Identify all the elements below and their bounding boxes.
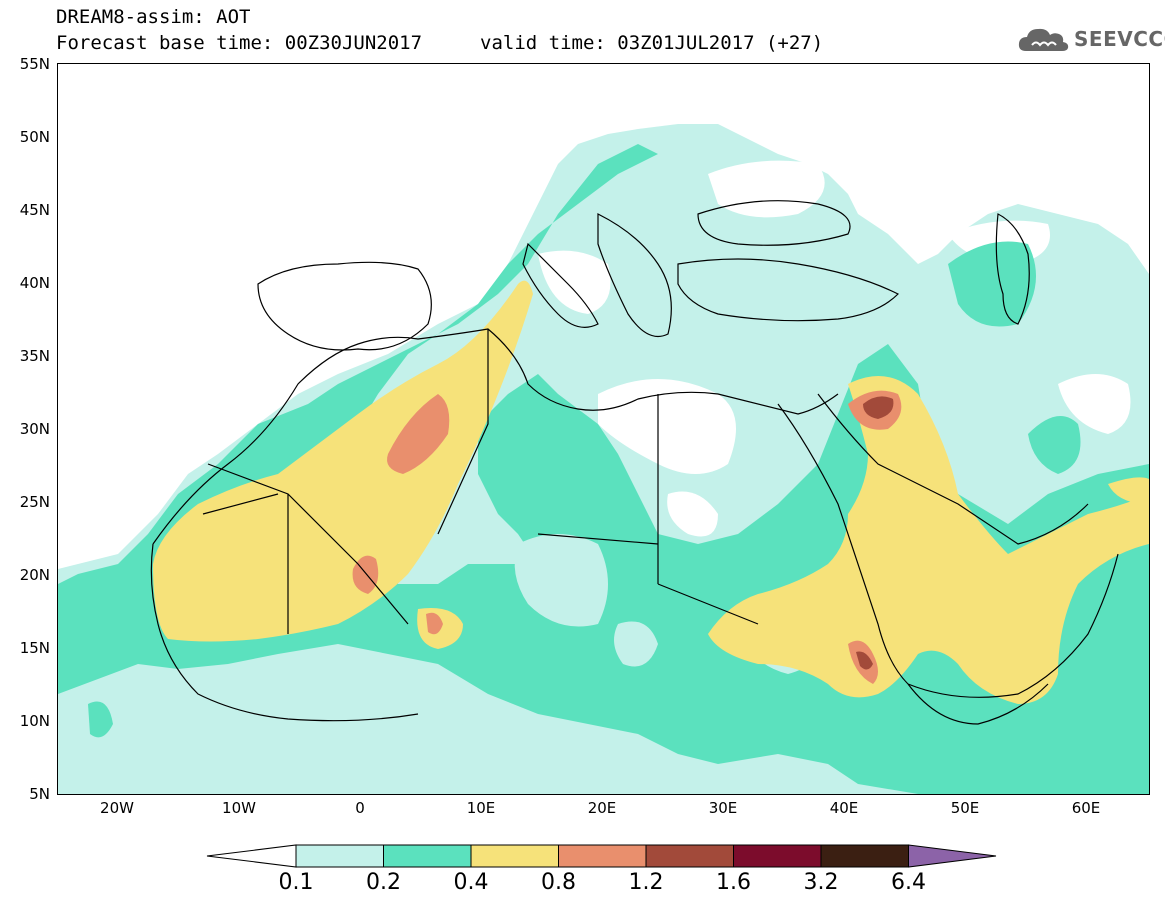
- seevccc-logo: SEEVCCC: [1018, 24, 1165, 54]
- lon-label-20e: 20E: [587, 799, 617, 817]
- lon-label-10w: 10W: [222, 799, 256, 817]
- logo-text: SEEVCCC: [1074, 27, 1165, 51]
- lat-label-35n: 35N: [19, 347, 50, 365]
- land-outlines: [150, 200, 1119, 725]
- lon-label-30e: 30E: [708, 799, 738, 817]
- colorbar-label-0.4: 0.4: [453, 870, 489, 895]
- forecast-base-time: Forecast base time: 00Z30JUN2017: [56, 32, 423, 54]
- colorbar-label-1.6: 1.6: [716, 870, 751, 895]
- lon-label-0: 0: [355, 799, 365, 817]
- lat-label-40n: 40N: [19, 274, 50, 292]
- lon-label-50e: 50E: [950, 799, 980, 817]
- colorbar-label-6.4: 6.4: [891, 870, 926, 895]
- map-title: DREAM8-assim: AOT: [56, 6, 251, 28]
- lat-label-20n: 20N: [19, 566, 50, 584]
- colorbar-label-0.1: 0.1: [278, 870, 314, 895]
- lat-label-5n: 5N: [29, 785, 50, 803]
- lat-label-15n: 15N: [19, 639, 50, 657]
- colorbar-label-0.8: 0.8: [541, 870, 576, 895]
- colorbar-segment-3: [470, 844, 559, 868]
- colorbar-label-0.2: 0.2: [366, 870, 401, 895]
- colorbar-segment-below: [206, 844, 297, 868]
- aot-contour-1.2: [863, 396, 894, 419]
- colorbar-label-1.2: 1.2: [628, 870, 664, 895]
- lat-label-30n: 30N: [19, 420, 50, 438]
- lon-label-20w: 20W: [100, 799, 134, 817]
- lat-label-10n: 10N: [19, 712, 50, 730]
- colorbar-segment-6: [733, 844, 822, 868]
- colorbar-segment-7: [820, 844, 909, 868]
- lon-label-60e: 60E: [1071, 799, 1101, 817]
- lon-label-10e: 10E: [466, 799, 496, 817]
- aot-field-map: [58, 64, 1149, 794]
- lat-label-50n: 50N: [19, 128, 50, 146]
- aot-contour-0.8: [387, 394, 450, 474]
- lon-label-40e: 40E: [829, 799, 859, 817]
- colorbar-segment-4: [558, 844, 647, 868]
- colorbar-segment-1: [295, 844, 384, 868]
- colorbar-segment-2: [383, 844, 472, 868]
- lat-label-25n: 25N: [19, 493, 50, 511]
- colorbar-label-3.2: 3.2: [803, 870, 839, 895]
- map-area: [57, 63, 1150, 795]
- aot-contour-0.4: [153, 280, 533, 642]
- colorbar-segment-5: [645, 844, 734, 868]
- cloud-icon: [1018, 28, 1069, 51]
- lat-label-45n: 45N: [19, 201, 50, 219]
- valid-time: valid time: 03Z01JUL2017 (+27): [480, 32, 824, 54]
- lat-label-55n: 55N: [19, 55, 50, 73]
- colorbar-segment-above: [908, 844, 997, 868]
